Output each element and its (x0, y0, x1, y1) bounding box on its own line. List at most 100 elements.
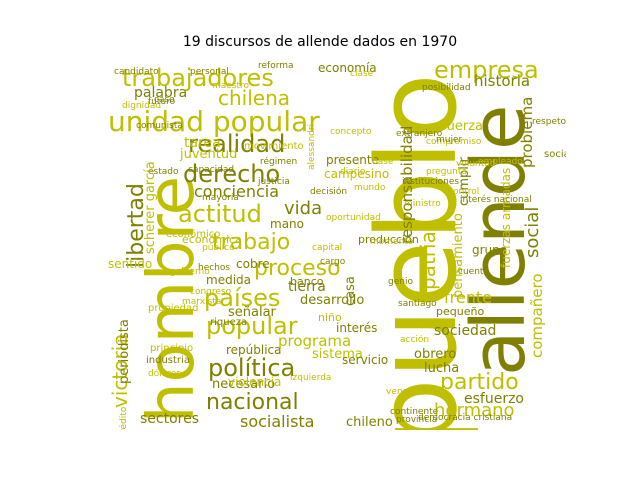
word-republica: república (226, 343, 282, 357)
word-banco: banco (290, 275, 324, 288)
word-frente: frente (444, 288, 492, 307)
word-interes-nacional: interés nacional (460, 195, 532, 205)
word-partido: partido (440, 370, 519, 395)
word-sentido: sentido (108, 257, 153, 271)
word-proceso: proceso (254, 256, 341, 281)
word-candidato: candidato (114, 67, 159, 77)
word-santiago: santiago (398, 299, 437, 309)
word-movimiento: movimiento (244, 141, 304, 152)
word-trabajadores: trabajadores (122, 64, 274, 92)
word-pequeno: pequeño (436, 305, 485, 318)
word-necesario: necesario (212, 377, 276, 392)
word-mano: mano (270, 217, 304, 231)
word-desarrollo: desarrollo (300, 293, 365, 308)
word-dignidad: dignidad (122, 101, 162, 111)
word-democracia-cristiana: democracia cristiana (418, 413, 513, 423)
word-caso: caso (154, 95, 175, 105)
word-alessandri: alessandri (307, 123, 317, 170)
word-clase: clase (350, 69, 374, 79)
word-companero: compañero (528, 273, 546, 359)
word-cuenta: cuenta (458, 267, 489, 277)
word-actitud: actitud (178, 200, 262, 228)
word-oportunidad: oportunidad (326, 213, 381, 223)
word-momento: momento (370, 237, 414, 247)
word-vida: vida (284, 198, 323, 219)
word-nacional: nacional (206, 390, 299, 415)
word-casa: casa (343, 276, 358, 306)
word-sectores: sectores (140, 411, 200, 427)
word-empleado: empleado (478, 157, 523, 167)
word-unidad-popular: unidad popular (108, 105, 320, 138)
word-politica: política (208, 354, 296, 382)
word-fuerza: fuerza (442, 119, 483, 134)
word-juventud: juventud (180, 147, 238, 162)
word-empresa: empresa (434, 58, 539, 84)
word-economica: económica (182, 233, 242, 246)
word-izquierda: izquierda (290, 373, 332, 383)
word-regimen: régimen (260, 157, 298, 167)
word-socialista: socialista (240, 412, 315, 430)
word-mundo: mundo (354, 183, 386, 193)
word-extranjero: extranjero (396, 129, 443, 139)
word-tierra: tierra (288, 279, 326, 295)
word-hechos: hechos (198, 263, 231, 273)
word-mujer: mujer (436, 135, 463, 145)
word-decision: decisión (310, 187, 348, 197)
word-chileno: chileno (346, 415, 393, 430)
word-socialismo: socialismo (544, 149, 566, 160)
word-sociedad: sociedad (434, 323, 497, 339)
word-marxista: marxista (182, 297, 222, 307)
word-propiedad: propiedad (148, 303, 199, 314)
word-popular: popular (206, 312, 298, 340)
word-pensamiento: pensamiento (451, 213, 466, 298)
word-personal: personal (190, 67, 229, 77)
word-economico: económico (166, 229, 221, 240)
word-violencia: violencia (228, 375, 282, 389)
word-medida: medida (206, 273, 251, 287)
word-capital: capital (312, 243, 343, 253)
word-venerable: venerable (386, 387, 432, 397)
word-esfuerzo: esfuerzo (464, 391, 524, 407)
word-genio: genio (388, 277, 413, 287)
word-pregunta: pregunta (426, 167, 467, 177)
word-economia: economía (318, 61, 377, 75)
word-dolares: dólares (148, 369, 181, 379)
word-concepto: concepto (330, 127, 372, 137)
word-reforma: reforma (258, 61, 294, 71)
word-posibilidad: posibilidad (422, 83, 471, 93)
word-derecho: derecho (183, 160, 281, 188)
word-chilena: chilena (218, 86, 291, 110)
word-riqueza: riqueza (210, 317, 248, 328)
word-capacidad: capacidad (188, 165, 235, 175)
word-obrero: obrero (414, 347, 457, 362)
word-realidad: realidad (188, 130, 286, 158)
word-patria: patria (416, 231, 440, 290)
word-periodista: periodista (117, 319, 132, 384)
word-credito: crédito (119, 406, 129, 430)
word-tarea: tarea (184, 135, 221, 151)
word-gobierno: gobierno (170, 267, 210, 277)
word-futuro: futuro (148, 97, 176, 107)
word-servicio: servicio (342, 353, 389, 367)
word-presente: presente (326, 153, 379, 167)
word-palabra: palabra (134, 85, 188, 101)
word-cobre: cobre (236, 257, 270, 271)
word-produccion: producción (358, 233, 419, 246)
word-voluntad: voluntad (456, 159, 496, 169)
word-senalar: señalar (228, 305, 276, 320)
word-continente: continente (390, 407, 439, 417)
word-base: base (372, 157, 394, 167)
word-cloud: pueblo hombre allende unidad popular trabaja… (100, 58, 566, 430)
word-grupo: grupo (472, 243, 508, 257)
word-historia: historia (474, 72, 531, 90)
word-fuerzas-armadas: fuerzas armadas (499, 167, 513, 268)
word-compromiso: compromiso (426, 137, 482, 147)
word-cargo: cargo (320, 257, 346, 267)
word-hermano: hermano (434, 400, 515, 421)
word-respeto: respeto (532, 117, 566, 127)
word-sistema: sistema (312, 347, 363, 362)
word-ministro: ministro (404, 199, 441, 209)
word-publico: público (202, 243, 235, 253)
word-principio: principio (150, 343, 194, 354)
word-interes: interés (336, 321, 378, 335)
